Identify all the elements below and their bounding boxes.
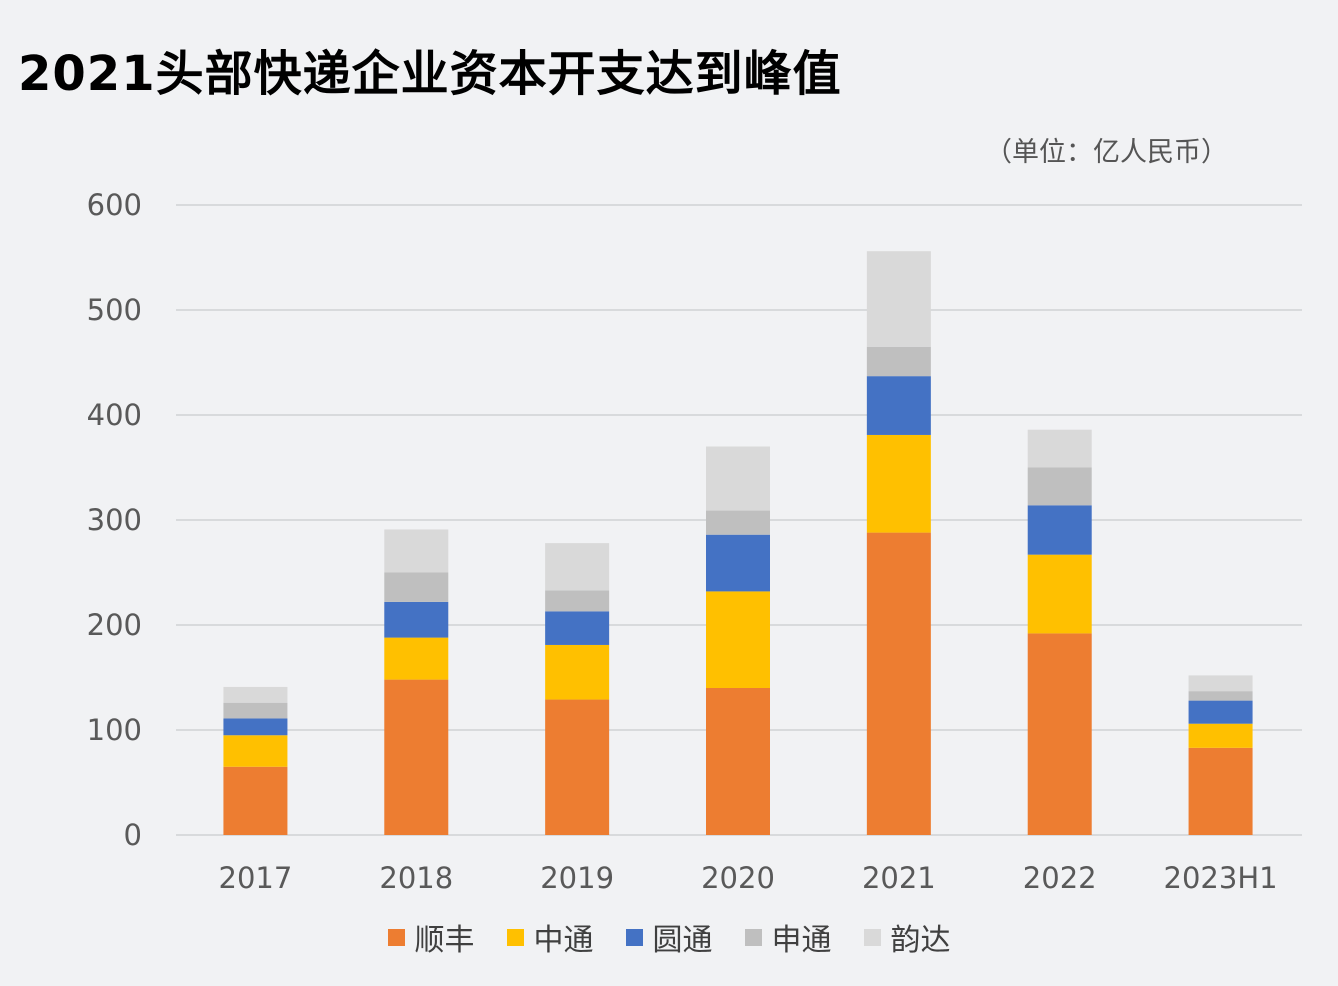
bar-segment-2020-圆通: [706, 534, 770, 592]
legend-item: 圆通: [625, 915, 713, 959]
bar-segment-2018-中通: [384, 637, 449, 680]
bar-segment-2019-圆通: [545, 611, 610, 645]
bar-segment-2020-申通: [706, 510, 770, 535]
bar-segment-2022-韵达: [1027, 429, 1092, 468]
bar-segment-2023H1-顺丰: [1188, 747, 1253, 835]
bar-segment-2022-圆通: [1027, 505, 1092, 555]
bar-segment-2020-韵达: [706, 446, 770, 511]
legend-swatch: [625, 928, 643, 946]
legend-label: 申通: [771, 923, 832, 958]
unit-label: （单位：亿人民币）: [985, 137, 1228, 168]
legend-swatch: [744, 928, 762, 946]
bar-segment-2022-顺丰: [1027, 633, 1092, 835]
legend-item: 顺丰: [387, 915, 475, 959]
x-tick-label: 2018: [379, 861, 453, 895]
x-tick-label: 2020: [701, 861, 775, 895]
bar-segment-2023H1-韵达: [1188, 675, 1253, 692]
legend-item: 韵达: [863, 915, 951, 959]
x-tick-label: 2017: [219, 861, 293, 895]
bar-segment-2019-申通: [545, 590, 610, 612]
bar-segment-2021-申通: [866, 346, 931, 377]
legend-swatch: [506, 928, 524, 946]
y-tick-label: 400: [87, 398, 142, 432]
bar-segment-2018-申通: [384, 572, 449, 602]
legend-label: 韵达: [890, 923, 951, 958]
bar-segment-2019-顺丰: [545, 699, 610, 835]
bar-segment-2017-申通: [223, 702, 288, 719]
bar-segment-2021-韵达: [866, 251, 931, 347]
bar-segment-2018-顺丰: [384, 679, 449, 835]
x-tick-label: 2021: [862, 861, 936, 895]
bar-segment-2020-中通: [706, 591, 770, 688]
bar-segment-2021-中通: [866, 434, 931, 533]
legend-item: 中通: [506, 915, 594, 959]
x-tick-label: 2019: [540, 861, 614, 895]
bar-segment-2023H1-圆通: [1188, 700, 1253, 724]
legend-label: 中通: [533, 923, 594, 958]
bar-segment-2023H1-申通: [1188, 691, 1253, 701]
x-tick-label: 2022: [1023, 861, 1097, 895]
bar-segment-2017-韵达: [223, 686, 288, 703]
bar-segment-2018-圆通: [384, 601, 449, 638]
bar-segment-2020-顺丰: [706, 688, 770, 835]
legend-label: 圆通: [652, 923, 713, 958]
bar-segment-2017-中通: [223, 735, 288, 767]
y-tick-label: 500: [87, 293, 142, 327]
y-tick-label: 0: [124, 818, 142, 852]
bar-segment-2017-顺丰: [223, 766, 288, 835]
legend-label: 顺丰: [414, 923, 475, 958]
x-tick-label: 2023H1: [1164, 861, 1278, 895]
legend-item: 申通: [744, 915, 832, 959]
bar-segment-2017-圆通: [223, 718, 288, 736]
bar-segment-2022-中通: [1027, 554, 1092, 634]
bar-segment-2023H1-中通: [1188, 723, 1253, 748]
bar-segment-2019-韵达: [545, 543, 610, 591]
y-tick-label: 100: [87, 713, 142, 747]
legend: 顺丰 中通 圆通 申通 韵达: [0, 915, 1338, 959]
bar-segment-2018-韵达: [384, 529, 449, 573]
bar-segment-2021-圆通: [866, 376, 931, 435]
bar-segment-2021-顺丰: [866, 532, 931, 835]
y-tick-label: 300: [87, 503, 142, 537]
bar-segment-2022-申通: [1027, 467, 1092, 506]
bar-segment-2019-中通: [545, 644, 610, 700]
chart-title: 2021头部快递企业资本开支达到峰值: [18, 46, 842, 102]
y-tick-label: 600: [87, 188, 142, 222]
legend-swatch: [387, 928, 405, 946]
y-tick-label: 200: [87, 608, 142, 642]
legend-swatch: [863, 928, 881, 946]
